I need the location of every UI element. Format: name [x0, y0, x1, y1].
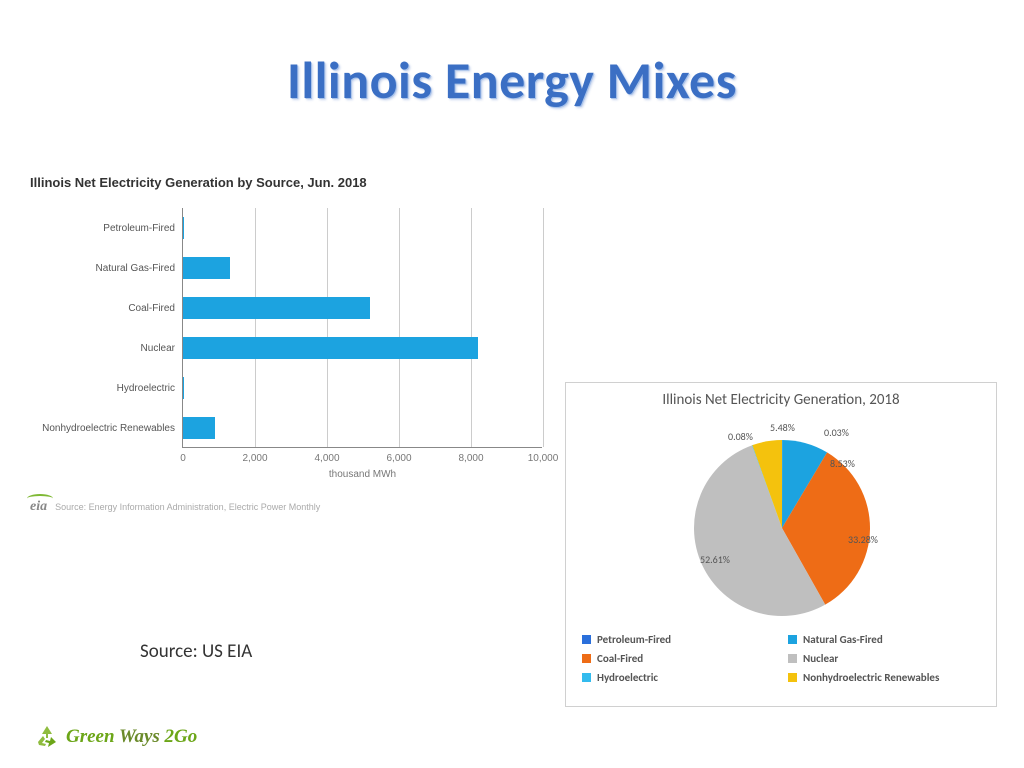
pie-chart-panel: Illinois Net Electricity Generation, 201…: [565, 382, 997, 707]
legend-item: Hydroelectric: [582, 671, 774, 684]
bar-row: Nuclear: [183, 328, 478, 368]
footer-logo-text: Green Ways 2Go: [66, 726, 197, 748]
gridline: [543, 208, 544, 447]
legend-item: Coal-Fired: [582, 652, 774, 665]
x-tick-label: 6,000: [386, 447, 411, 464]
bar-chart-plot-area: thousand MWh 02,0004,0006,0008,00010,000…: [182, 208, 542, 448]
x-tick-label: 8,000: [458, 447, 483, 464]
bar-row: Nonhydroelectric Renewables: [183, 408, 215, 448]
bar-row: Petroleum-Fired: [183, 208, 184, 248]
legend-swatch: [582, 635, 591, 644]
bar-chart-source: eia Source: Energy Information Administr…: [30, 499, 320, 515]
bar-category-label: Petroleum-Fired: [103, 223, 183, 234]
bar-row: Coal-Fired: [183, 288, 370, 328]
page-title: Illinois Energy Mixes: [0, 48, 1024, 112]
legend-label: Coal-Fired: [597, 652, 643, 665]
pie-data-label: 8.53%: [830, 457, 855, 470]
pie-chart-title: Illinois Net Electricity Generation, 201…: [578, 391, 984, 409]
legend-label: Nonhydroelectric Renewables: [803, 671, 939, 684]
pie-data-label: 52.61%: [700, 553, 730, 566]
bar-chart-title: Illinois Net Electricity Generation by S…: [30, 175, 550, 190]
bar-category-label: Hydroelectric: [117, 383, 183, 394]
bar-chart-source-text: Source: Energy Information Administratio…: [55, 502, 320, 512]
legend-item: Natural Gas-Fired: [788, 633, 980, 646]
x-tick-label: 0: [180, 447, 186, 464]
bar-category-label: Nonhydroelectric Renewables: [42, 423, 183, 434]
legend-swatch: [788, 654, 797, 663]
bar-rect: [183, 217, 184, 239]
bar-rect: [183, 257, 230, 279]
bar-category-label: Nuclear: [141, 343, 183, 354]
pie-data-label: 33.28%: [848, 533, 878, 546]
bar-rect: [183, 337, 478, 359]
legend-swatch: [788, 673, 797, 682]
pie-data-label: 0.08%: [728, 430, 753, 443]
legend-item: Nonhydroelectric Renewables: [788, 671, 980, 684]
bar-category-label: Natural Gas-Fired: [96, 263, 183, 274]
bar-row: Hydroelectric: [183, 368, 184, 408]
legend-label: Hydroelectric: [597, 671, 658, 684]
eia-logo-icon: eia: [30, 499, 47, 515]
source-note: Source: US EIA: [140, 640, 252, 663]
legend-swatch: [788, 635, 797, 644]
footer-logo: Green Ways 2Go: [34, 724, 197, 750]
pie-data-label: 0.03%: [824, 426, 849, 439]
legend-label: Petroleum-Fired: [597, 633, 671, 646]
pie-svg: [578, 413, 986, 623]
bar-row: Natural Gas-Fired: [183, 248, 230, 288]
legend-item: Nuclear: [788, 652, 980, 665]
bar-category-label: Coal-Fired: [128, 303, 183, 314]
bar-chart-panel: Illinois Net Electricity Generation by S…: [30, 175, 550, 515]
x-tick-label: 2,000: [242, 447, 267, 464]
recycle-icon: [34, 724, 60, 750]
legend-label: Nuclear: [803, 652, 838, 665]
legend-swatch: [582, 654, 591, 663]
pie-chart-plot-area: 0.03% 8.53% 33.28% 52.61% 0.08% 5.48%: [578, 413, 984, 633]
bar-rect: [183, 377, 184, 399]
bar-rect: [183, 417, 215, 439]
x-tick-label: 10,000: [528, 447, 559, 464]
bar-rect: [183, 297, 370, 319]
legend-swatch: [582, 673, 591, 682]
x-tick-label: 4,000: [314, 447, 339, 464]
pie-data-label: 5.48%: [770, 421, 795, 434]
legend-item: Petroleum-Fired: [582, 633, 774, 646]
legend-label: Natural Gas-Fired: [803, 633, 883, 646]
pie-chart-legend: Petroleum-Fired Natural Gas-Fired Coal-Fir…: [578, 633, 984, 684]
